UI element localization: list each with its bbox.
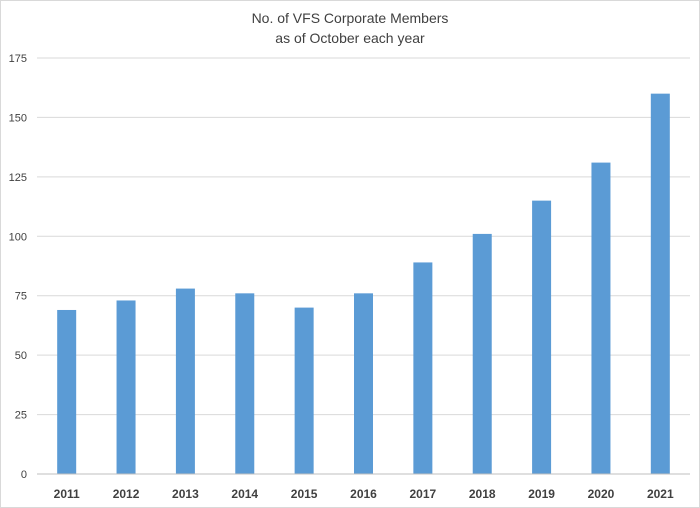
bar-2014 [235,293,255,474]
bar-2020 [591,162,611,474]
y-axis-ticks: 0 25 50 75 100 125 150 175 [9,53,27,481]
x-tick-label: 2014 [231,487,258,501]
y-tick-label: 125 [9,172,27,184]
bar-2012 [116,300,136,474]
y-tick-label: 100 [9,231,27,243]
x-axis-ticks: 2011 2012 2013 2014 2015 2016 2017 2018 2019 2020… [54,487,674,501]
bar-2017 [413,262,433,474]
bar-2016 [354,293,373,474]
x-tick-label: 2020 [588,487,615,501]
bar-2021 [650,93,670,475]
chart-subtitle: as of October each year [275,30,425,46]
bar-2011 [57,309,77,474]
x-tick-label: 2012 [113,487,140,501]
bar-2019 [532,200,552,474]
bar-2018 [472,233,492,474]
x-tick-label: 2019 [528,487,555,501]
y-tick-label: 75 [15,291,27,303]
x-tick-label: 2013 [172,487,199,501]
x-tick-label: 2018 [469,487,496,501]
bar-2013 [175,288,195,474]
y-tick-label: 25 [15,410,27,422]
x-tick-label: 2011 [54,487,80,501]
x-tick-label: 2015 [291,487,318,501]
y-tick-label: 0 [21,469,27,481]
chart-title: No. of VFS Corporate Members [251,10,449,26]
y-tick-label: 50 [15,350,27,362]
y-tick-label: 150 [9,112,27,124]
y-tick-label: 175 [9,53,27,65]
x-tick-label: 2016 [350,487,377,501]
bar-2015 [294,307,314,474]
x-tick-label: 2021 [647,487,674,501]
bars [57,93,670,475]
x-tick-label: 2017 [410,487,437,501]
